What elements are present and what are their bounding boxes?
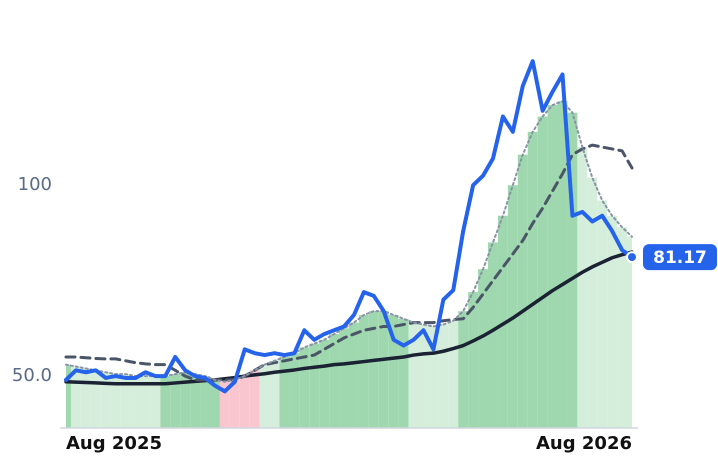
zone-fill [130,376,141,428]
x-tick-label: Aug 2026 [536,433,632,454]
zone-fill [488,242,498,428]
zone-fill [438,324,449,428]
series-line [64,59,634,394]
labels: 50.0 100 Aug 2025 Aug 2026 81.17 [12,174,717,454]
zone-fill [577,147,588,428]
zone-fill [319,339,330,428]
zone-fill [170,374,181,428]
zone-fill [368,311,379,428]
zone-fill [607,215,618,428]
zone-fill [537,116,548,429]
zone-fill [527,131,538,428]
lines [64,59,638,394]
zone-fill [80,368,91,428]
zone-fill [150,376,161,428]
series-line [64,143,634,382]
zone-fill [418,324,429,428]
zone-fill [140,376,151,428]
zone-fill [358,314,369,428]
zone-fill [229,379,240,428]
zone-fill [587,177,598,428]
zone-fill [507,185,518,428]
zone-fill [388,314,399,428]
zone-fill [547,105,558,428]
zone-fill [279,356,290,428]
zone-fill [597,200,608,428]
x-tick-label: Aug 2025 [66,433,162,454]
zone-fill [120,374,131,428]
y-tick-label: 50.0 [12,365,52,386]
zone-fill [497,215,508,428]
zone-fill [517,154,528,428]
zone-fill [557,101,568,428]
zone-fill [428,326,439,428]
zone-fill [458,311,469,428]
zone-fill [309,343,320,428]
zone-fill [339,328,349,428]
zone-fill [160,376,171,428]
zone-fill [299,347,310,428]
zone-fill [180,372,191,428]
zone-fill [66,364,71,428]
zone-fill [239,376,250,428]
zone-fill [219,381,230,428]
price-badge [643,244,717,271]
y-tick-label: 100 [18,174,52,195]
zone-fill [468,292,479,428]
zone-fill [269,360,280,428]
series-line [64,250,634,386]
zone-fill [209,379,220,428]
zone-fill [448,320,459,428]
price-label: 81.17 [653,248,707,268]
last-point [626,251,638,264]
zone-fill [90,370,101,428]
zone-fill [398,318,409,428]
zone-fill [110,374,121,428]
zone-fill [100,372,111,428]
zone-fill [259,364,270,428]
zone-fill [478,269,489,428]
zone-fill [349,322,359,428]
zone-fill [200,376,210,428]
zone-fill [329,334,340,428]
zones [66,101,632,429]
zone-fill [567,112,578,429]
zone-fill [617,227,628,428]
zone-fill [378,311,389,428]
zone-fill [70,366,81,428]
zone-fill [289,353,300,428]
zone-fill [627,236,632,428]
zone-fill [408,322,419,428]
zone-fill [249,370,260,428]
zone-fill [190,374,201,428]
